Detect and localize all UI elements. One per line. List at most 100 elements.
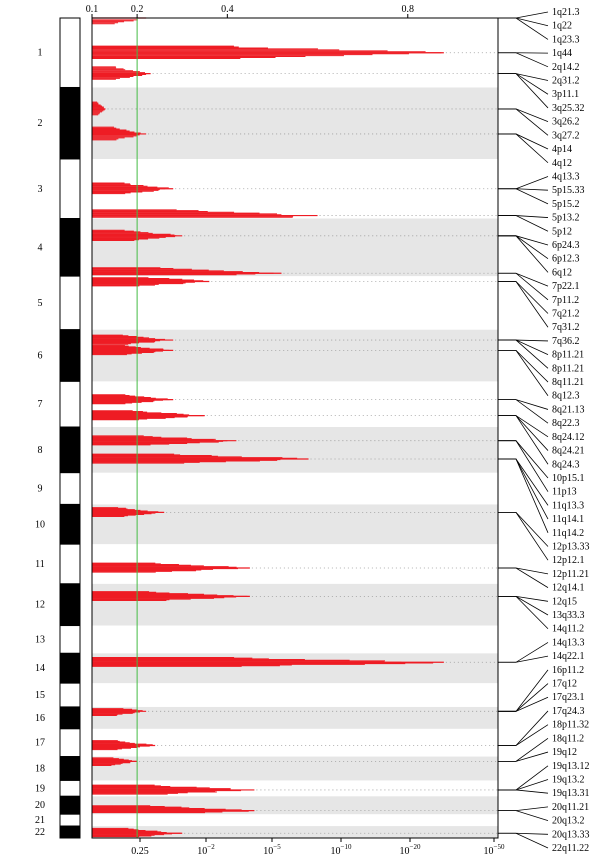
chromosome-label-3: 3 bbox=[38, 184, 43, 195]
cytoband-label-55: 19q13.12 bbox=[552, 761, 590, 772]
bottom-tick-label-0: 0.25 bbox=[131, 846, 149, 857]
cytoband-connector-26 bbox=[498, 339, 549, 369]
cytoband-label-52: 18p11.32 bbox=[552, 720, 589, 731]
cytoband-label-26: 8p11.21 bbox=[552, 363, 584, 374]
chromosome-label-2: 2 bbox=[38, 118, 43, 129]
chromosome-label-12: 12 bbox=[35, 600, 45, 611]
chromosome-label-16: 16 bbox=[35, 713, 45, 724]
cytoband-connector-18 bbox=[498, 235, 549, 260]
cytoband-label-0: 1q21.3 bbox=[552, 7, 580, 18]
ideogram-chr-15 bbox=[59, 682, 81, 708]
cytoband-label-54: 19q12 bbox=[552, 747, 577, 758]
ideogram-chr-17 bbox=[59, 728, 81, 758]
bottom-tick-exp-5: −50 bbox=[494, 843, 505, 851]
bottom-tick-exp-4: −20 bbox=[410, 843, 421, 851]
cytoband-connector-59 bbox=[498, 810, 549, 821]
cytoband-connector-37 bbox=[498, 458, 549, 520]
cytoband-connector-35 bbox=[498, 440, 549, 492]
cytoband-connectors bbox=[498, 11, 549, 849]
cytoband-label-7: 3q25.32 bbox=[552, 103, 585, 114]
cytoband-connector-36 bbox=[498, 458, 549, 506]
cytoband-label-8: 3q26.2 bbox=[552, 117, 580, 128]
ideogram-chr-16 bbox=[59, 706, 81, 730]
ideogram-chr-18 bbox=[59, 756, 81, 781]
cytoband-label-20: 7p22.1 bbox=[552, 281, 580, 292]
bottom-tick-label-1: 10−2 bbox=[197, 843, 215, 857]
bottom-tick-exp-3: −10 bbox=[341, 843, 352, 851]
cytoband-label-57: 19q13.31 bbox=[552, 788, 590, 799]
chromosome-label-6: 6 bbox=[38, 351, 43, 362]
cytoband-label-9: 3q27.2 bbox=[552, 130, 580, 141]
stripe-chr-22 bbox=[92, 826, 498, 838]
cytoband-label-4: 2q14.2 bbox=[552, 62, 580, 73]
chromosome-label-21: 21 bbox=[35, 815, 45, 826]
cytoband-label-21: 7p11.2 bbox=[552, 295, 579, 306]
cytoband-label-16: 5p12 bbox=[552, 226, 572, 237]
cytoband-label-44: 13q33.3 bbox=[552, 610, 585, 621]
cytoband-connector-20 bbox=[498, 272, 549, 287]
cytoband-label-28: 8q12.3 bbox=[552, 391, 580, 402]
cytoband-label-27: 8q11.21 bbox=[552, 377, 584, 388]
cytoband-connector-7 bbox=[498, 73, 549, 109]
cytoband-connector-10 bbox=[498, 133, 549, 150]
ideogram-chr-10 bbox=[59, 503, 81, 545]
bottom-tick-base-2: 10 bbox=[263, 846, 273, 857]
ideogram-chr-22 bbox=[59, 825, 81, 839]
cytoband-label-48: 16p11.2 bbox=[552, 665, 584, 676]
stripe-chr-18 bbox=[92, 756, 498, 781]
cytoband-connector-52 bbox=[498, 724, 549, 746]
cytoband-label-42: 12q14.1 bbox=[552, 583, 585, 594]
cytoband-label-22: 7q21.2 bbox=[552, 309, 580, 320]
chromosome-label-14: 14 bbox=[35, 663, 45, 674]
bottom-tick-label-2: 10−5 bbox=[263, 843, 281, 857]
cytoband-label-6: 3p11.1 bbox=[552, 89, 579, 100]
chromosome-label-9: 9 bbox=[38, 484, 43, 495]
top-tick-label-0: 0.1 bbox=[86, 4, 99, 15]
cytoband-label-61: 22q11.22 bbox=[552, 843, 589, 854]
cytoband-label-5: 2q31.2 bbox=[552, 76, 580, 87]
cytoband-connector-8 bbox=[498, 108, 549, 123]
cytoband-label-43: 12q15 bbox=[552, 596, 577, 607]
top-axis: 0.1 0.2 0.4 0.8 bbox=[86, 4, 414, 18]
cytoband-label-38: 11q14.2 bbox=[552, 528, 584, 539]
cytoband-connector-46 bbox=[498, 642, 549, 663]
cytoband-label-35: 11p13 bbox=[552, 487, 577, 498]
cytoband-connector-25 bbox=[498, 339, 549, 355]
cytoband-connector-45 bbox=[498, 595, 549, 630]
cytoband-connector-28 bbox=[498, 349, 549, 396]
ideogram-chr-14 bbox=[59, 652, 81, 684]
top-tick-label-3: 0.8 bbox=[402, 4, 415, 15]
bottom-tick-base-4: 10 bbox=[400, 846, 410, 857]
cytoband-label-36: 11q13.3 bbox=[552, 500, 584, 511]
cytoband-label-18: 6p12.3 bbox=[552, 254, 580, 265]
stripe-chr-6 bbox=[92, 329, 498, 382]
cytoband-label-17: 6p24.3 bbox=[552, 240, 580, 251]
chromosome-label-17: 17 bbox=[35, 738, 45, 749]
cytoband-connector-53 bbox=[498, 738, 549, 762]
chromosome-label-1: 1 bbox=[38, 48, 43, 59]
cytoband-connector-41 bbox=[498, 567, 549, 575]
cytoband-label-59: 20q13.2 bbox=[552, 816, 585, 827]
ideogram-chr-3 bbox=[59, 158, 81, 220]
cytoband-connector-16 bbox=[498, 215, 549, 232]
cytoband-connector-51 bbox=[498, 710, 549, 746]
ideogram-chr-9 bbox=[59, 472, 81, 505]
ideogram-chr-20 bbox=[59, 795, 81, 815]
chromosome-label-18: 18 bbox=[35, 764, 45, 775]
chromosome-label-22: 22 bbox=[35, 827, 45, 838]
cytoband-connector-5 bbox=[498, 73, 549, 81]
cytoband-label-32: 8q24.21 bbox=[552, 446, 585, 457]
chromosome-label-7: 7 bbox=[38, 399, 43, 410]
chromosome-label-15: 15 bbox=[35, 690, 45, 701]
ideogram-chr-13 bbox=[59, 625, 81, 654]
cytoband-connector-61 bbox=[498, 832, 549, 849]
stripe-chr-12 bbox=[92, 583, 498, 626]
cytoband-label-49: 17q12 bbox=[552, 679, 577, 690]
ideogram-chr-11 bbox=[59, 543, 81, 585]
cytoband-connector-47 bbox=[498, 655, 549, 663]
cytoband-connector-11 bbox=[498, 133, 549, 164]
ideogram-chr-19 bbox=[59, 779, 81, 797]
cytoband-label-50: 17q23.1 bbox=[552, 692, 585, 703]
cytoband-connector-55 bbox=[498, 765, 549, 791]
cytoband-label-34: 10p15.1 bbox=[552, 473, 585, 484]
